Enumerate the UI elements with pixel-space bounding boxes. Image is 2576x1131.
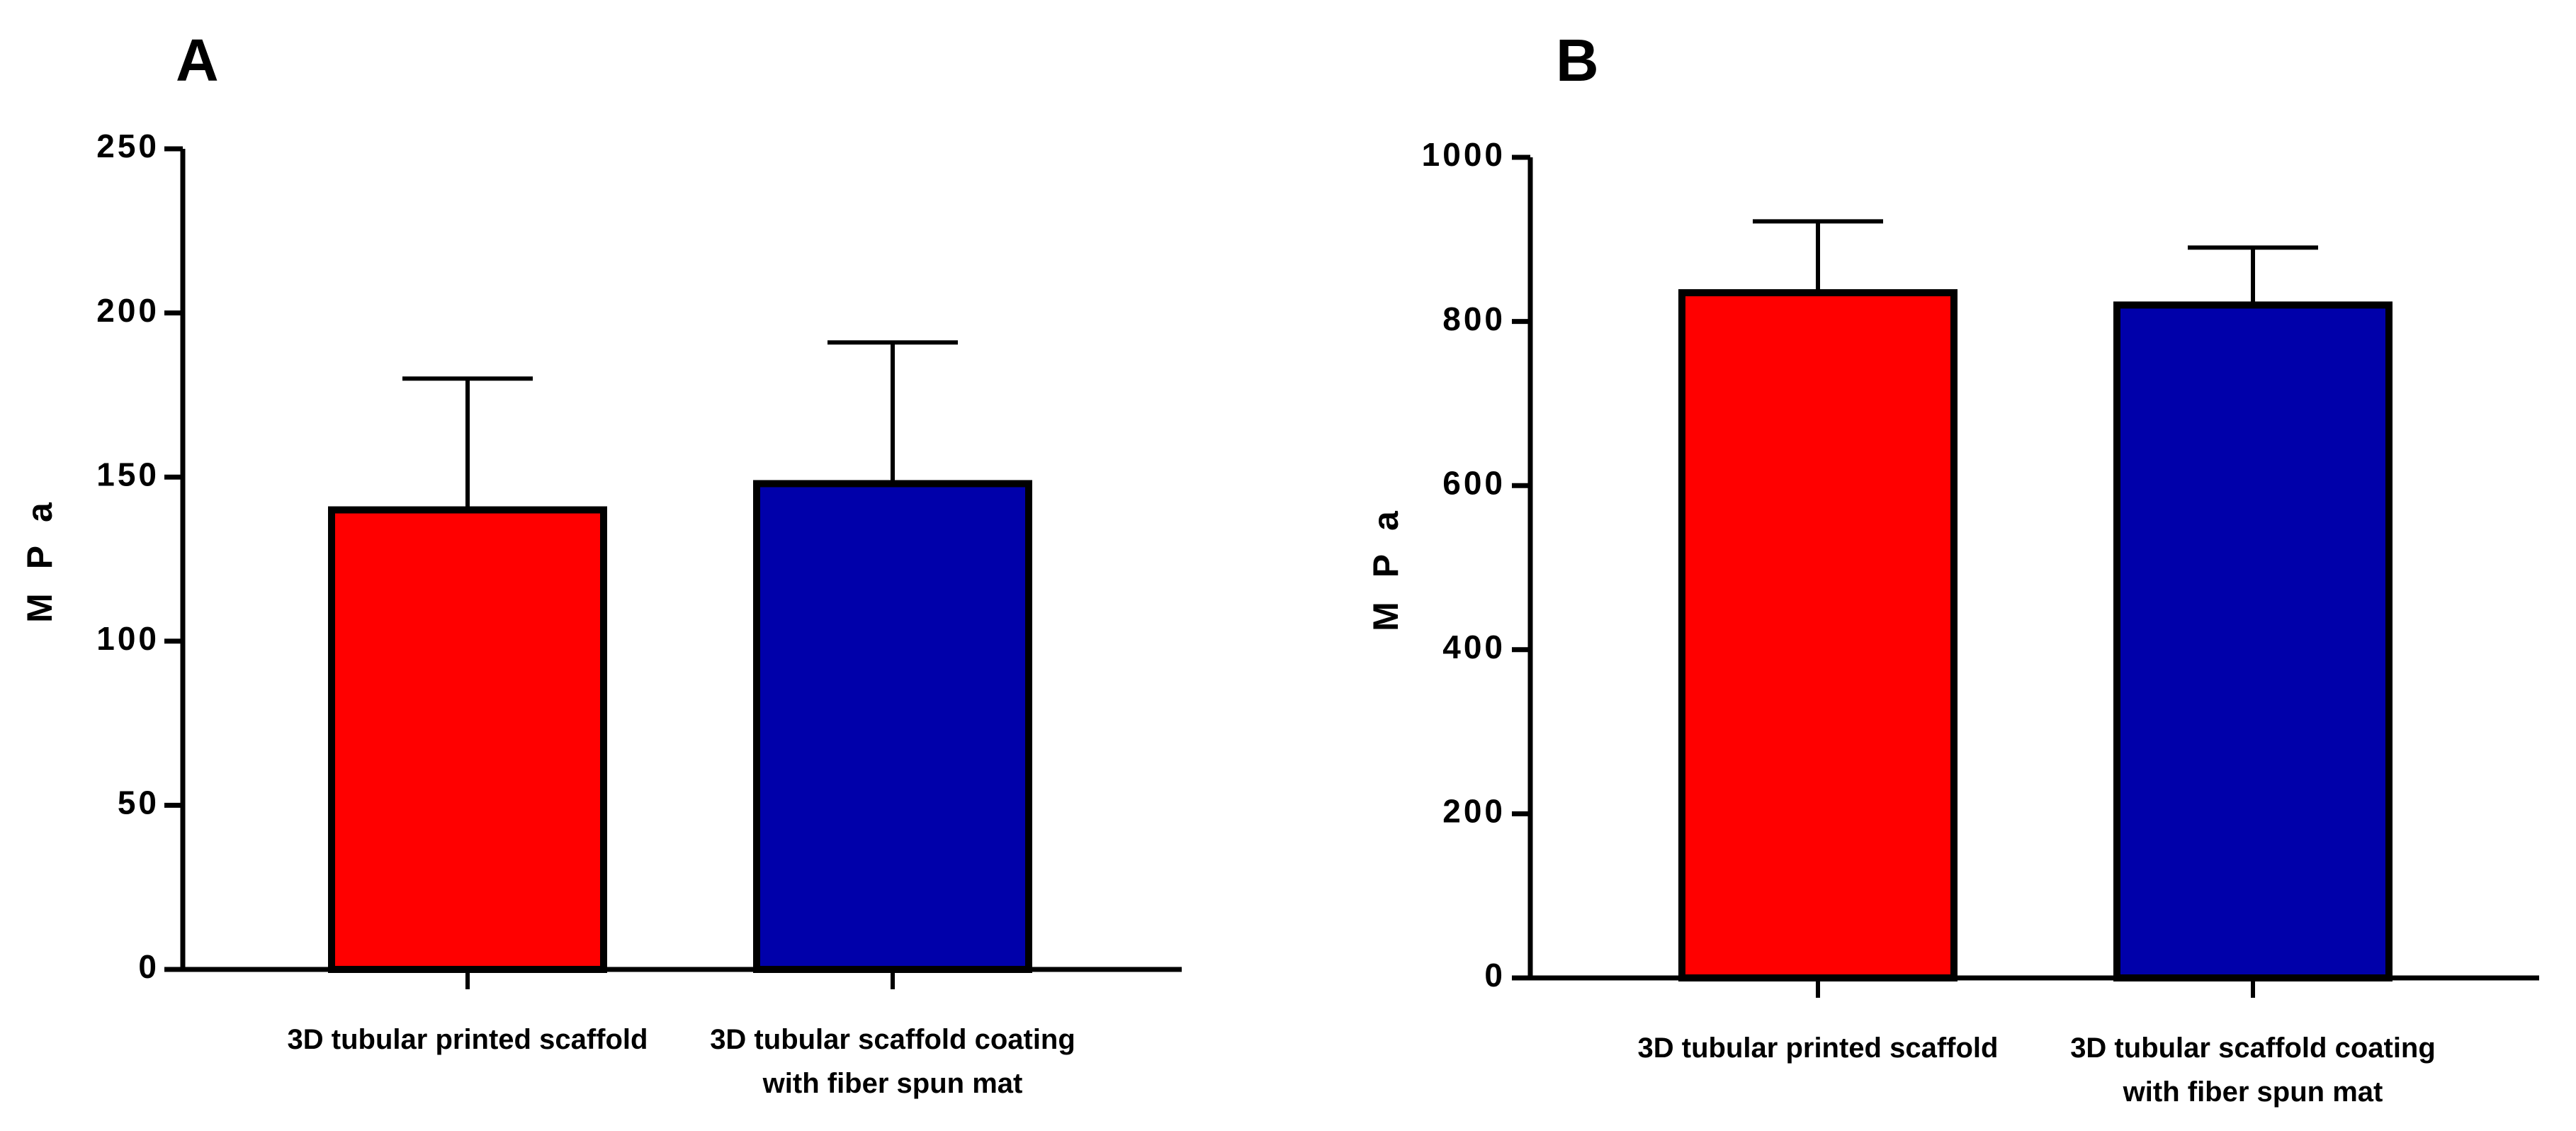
panel-a-y-tick-label: 100 <box>96 620 159 657</box>
panel-a-y-tick-label: 150 <box>96 456 159 493</box>
panel-a-category-label-2: 3D tubular scaffold coating with fiber sp… <box>710 1024 1075 1099</box>
panel-b-category-label-line: 3D tubular printed scaffold <box>1638 1032 1999 1064</box>
panel-b-y-tick-label: 600 <box>1442 464 1506 501</box>
panel-a-category-label-line: 3D tubular printed scaffold <box>288 1024 648 1055</box>
panel-a: A M P a 0 50 100 150 200 250 3D tubular printed … <box>20 27 1182 1099</box>
panel-a-bar-1 <box>328 506 607 973</box>
panel-b-y-tick-label: 1000 <box>1422 136 1506 173</box>
panel-b-y-tick-label: 400 <box>1442 629 1506 665</box>
panel-b-y-tick-label: 800 <box>1442 300 1506 337</box>
panel-a-category-label-line: with fiber spun mat <box>762 1068 1023 1099</box>
panel-b-bar-2 <box>2113 301 2393 981</box>
panel-b-y-axis-title: M P a <box>1366 504 1406 631</box>
panel-b-category-label-2: 3D tubular scaffold coating with fiber sp… <box>2070 1032 2436 1108</box>
panel-b: B M P a 0 200 400 600 800 1000 3D tubular printe… <box>1366 27 2539 1108</box>
panel-b-y-tick-label: 200 <box>1442 793 1506 830</box>
panel-b-bar-1 <box>1678 289 1958 981</box>
panel-a-y-tick-label: 250 <box>96 128 159 164</box>
panel-b-letter: B <box>1556 27 1599 94</box>
panel-b-category-label-line: with fiber spun mat <box>2123 1076 2383 1108</box>
panel-a-category-label-line: 3D tubular scaffold coating <box>710 1024 1075 1055</box>
panel-a-y-tick-label: 200 <box>96 292 159 329</box>
panel-a-category-label-1: 3D tubular printed scaffold <box>288 1024 648 1055</box>
panel-a-bar-2 <box>753 480 1032 973</box>
panel-a-y-axis-title: M P a <box>20 495 60 623</box>
panel-b-y-tick-label: 0 <box>1484 957 1506 994</box>
panel-a-letter: A <box>176 27 219 94</box>
panel-a-y-tick-label: 50 <box>118 784 159 821</box>
panel-b-category-label-1: 3D tubular printed scaffold <box>1638 1032 1999 1064</box>
panel-b-category-label-line: 3D tubular scaffold coating <box>2070 1032 2436 1064</box>
panel-a-y-tick-label: 0 <box>138 948 159 985</box>
